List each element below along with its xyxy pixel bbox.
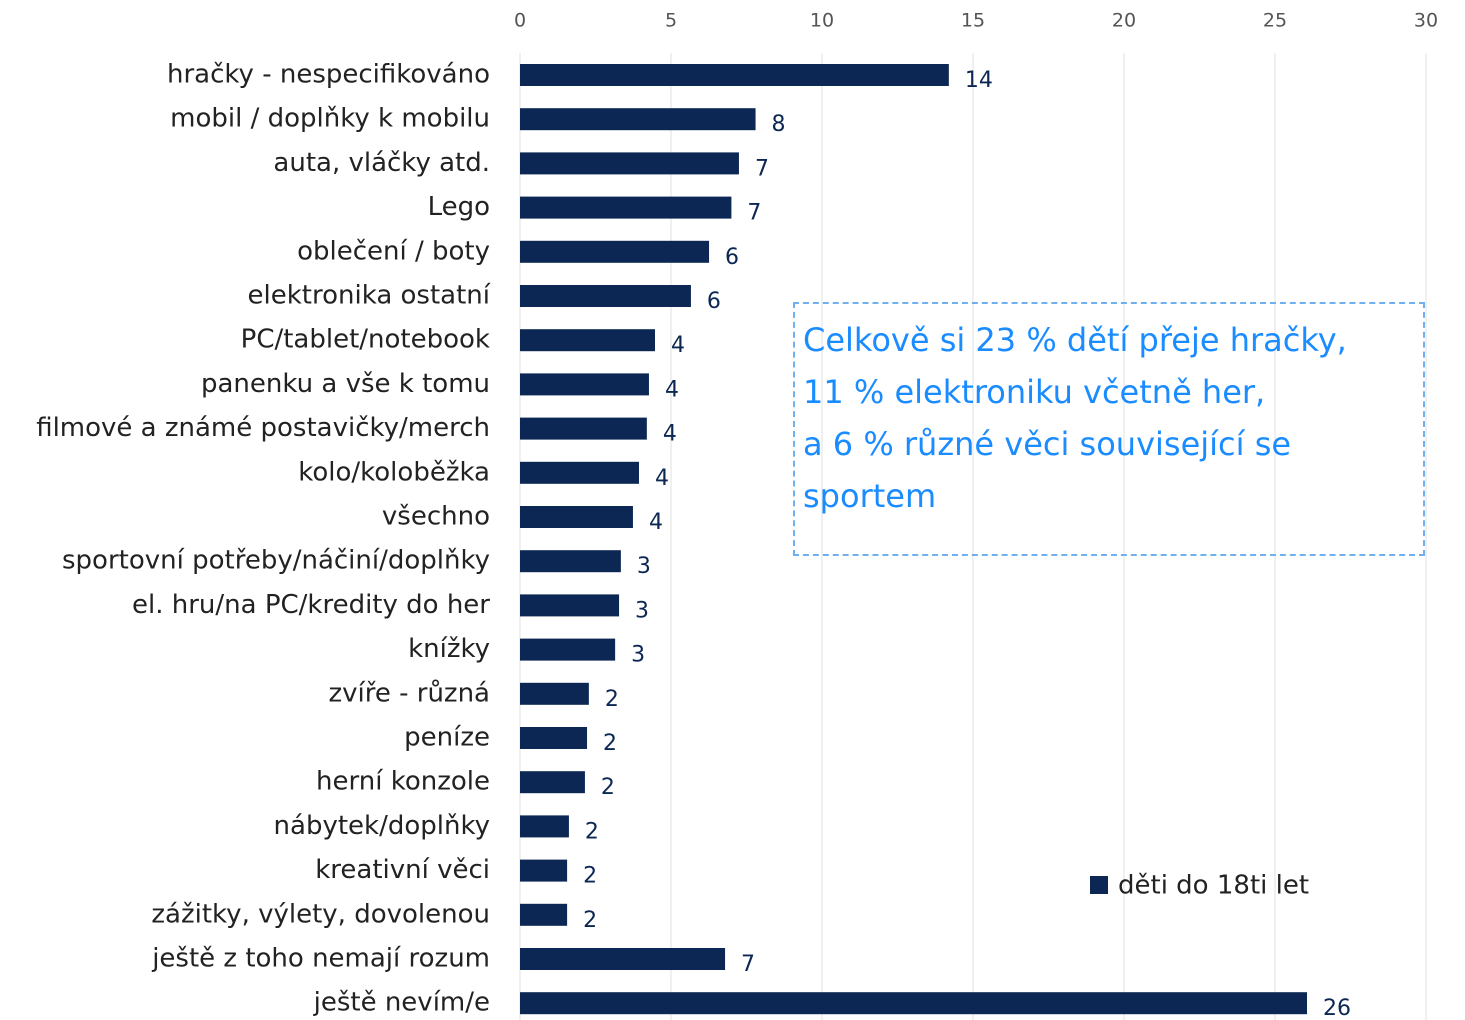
bar — [520, 815, 569, 838]
value-label: 3 — [635, 598, 649, 623]
bar — [520, 285, 691, 307]
y-tick-label: Lego — [428, 192, 490, 222]
annotation: Celkově si 23 % dětí přeje hračky, — [803, 321, 1347, 359]
value-label: 6 — [725, 245, 739, 270]
bar — [520, 108, 756, 131]
value-label: 26 — [1323, 996, 1351, 1020]
y-tick-label: mobil / doplňky k mobilu — [170, 104, 490, 134]
x-tick-label: 5 — [665, 10, 677, 32]
bar — [520, 417, 647, 440]
y-tick-label: panenku a vše k tomu — [201, 369, 490, 399]
y-tick-label: PC/tablet/notebook — [241, 325, 490, 355]
value-label: 14 — [965, 68, 993, 93]
bar — [520, 992, 1308, 1015]
value-label: 2 — [601, 775, 615, 800]
bar — [520, 948, 726, 970]
bar — [520, 152, 739, 175]
y-tick-label: el. hru/na PC/kredity do her — [132, 590, 490, 620]
value-label: 8 — [772, 112, 786, 137]
value-label: 2 — [585, 819, 599, 844]
bar — [520, 373, 649, 396]
y-tick-label: hračky - nespecifikováno — [167, 60, 490, 90]
value-label: 4 — [663, 422, 677, 447]
y-tick-label: zvíře - různá — [328, 678, 490, 708]
bar — [520, 64, 949, 86]
y-tick-label: sportovní potřeby/náčiní/doplňky — [62, 546, 490, 576]
y-tick-label: ještě nevím/e — [313, 988, 490, 1018]
bar — [520, 771, 585, 794]
value-label: 2 — [583, 908, 597, 933]
bar — [520, 461, 639, 484]
y-tick-label: zážitky, výlety, dovolenou — [151, 899, 490, 929]
value-label: 2 — [583, 864, 597, 889]
y-tick-label: peníze — [404, 723, 490, 753]
x-tick-label: 10 — [810, 10, 834, 32]
x-tick-label: 15 — [961, 10, 985, 32]
bar — [520, 682, 589, 705]
value-label: 4 — [655, 466, 669, 491]
value-label: 4 — [665, 377, 679, 402]
bar — [520, 727, 588, 749]
annotation-box: Celkově si 23 % dětí přeje hračky, 11 % … — [793, 302, 1425, 556]
y-tick-label: kolo/koloběžka — [298, 457, 490, 487]
bar — [520, 594, 620, 617]
y-tick-label: nábytek/doplňky — [274, 811, 490, 841]
value-label: 4 — [649, 510, 663, 535]
value-label: 7 — [747, 201, 761, 226]
y-tick-label: auta, vláčky atd. — [273, 148, 490, 178]
bar — [520, 638, 616, 661]
y-tick-label: elektronika ostatní — [248, 281, 491, 311]
y-tick-label: ještě z toho nemají rozum — [151, 944, 490, 974]
value-label: 7 — [755, 156, 769, 181]
bar — [520, 240, 710, 263]
value-label: 3 — [637, 554, 651, 579]
bar — [520, 859, 568, 882]
y-tick-label: knížky — [408, 634, 490, 664]
y-tick-label: všechno — [382, 502, 490, 532]
bar — [520, 329, 655, 352]
legend-label: děti do 18ti let — [1118, 871, 1309, 901]
bar — [520, 903, 568, 926]
y-tick-label: oblečení / boty — [297, 236, 490, 266]
y-tick-label: herní konzole — [316, 767, 490, 797]
bar — [520, 550, 621, 573]
x-tick-label: 30 — [1414, 10, 1438, 32]
y-tick-label: kreativní věci — [315, 855, 490, 885]
annotation: a 6 % různé věci související se sportem — [803, 425, 1292, 515]
value-label: 2 — [603, 731, 617, 756]
x-tick-label: 25 — [1263, 10, 1287, 32]
x-tick-label: 20 — [1112, 10, 1136, 32]
bar — [520, 506, 633, 528]
value-label: 3 — [631, 643, 645, 668]
x-tick-label: 0 — [514, 10, 526, 32]
value-label: 6 — [707, 289, 721, 314]
annotation: 11 % elektroniku včetně her, — [803, 373, 1266, 411]
value-label: 7 — [741, 952, 755, 977]
bar — [520, 196, 732, 219]
value-label: 4 — [671, 333, 685, 358]
y-tick-label: filmové a známé postavičky/merch — [36, 413, 490, 443]
value-label: 2 — [605, 687, 619, 712]
legend-swatch — [1090, 876, 1108, 894]
